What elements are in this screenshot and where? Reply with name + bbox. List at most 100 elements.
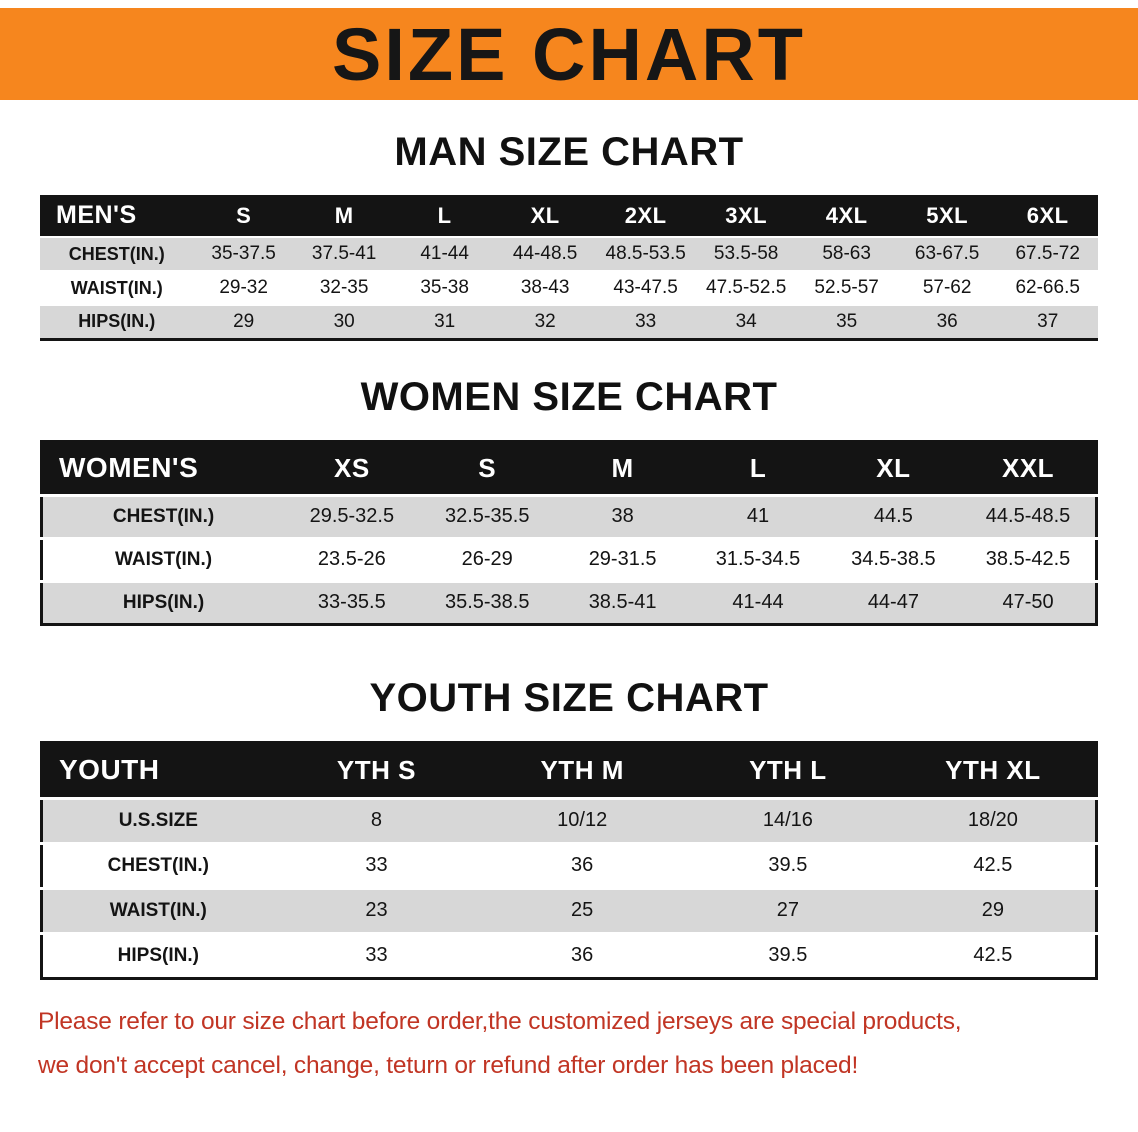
value-cell: 67.5-72 <box>997 236 1098 271</box>
value-cell: 36 <box>479 931 686 978</box>
row-label-cell: CHEST(IN.) <box>40 236 194 271</box>
value-cell: 47-50 <box>961 579 1097 624</box>
value-cell: 29-32 <box>193 270 294 305</box>
value-cell: 33 <box>595 304 696 339</box>
value-cell: 37 <box>997 304 1098 339</box>
value-cell: 35 <box>796 304 897 339</box>
size-header-cell: 2XL <box>595 195 696 237</box>
size-header-cell: YTH XL <box>890 742 1097 798</box>
size-header-cell: L <box>394 195 495 237</box>
row-label-cell: WAIST(IN.) <box>40 270 194 305</box>
value-cell: 47.5-52.5 <box>695 270 797 305</box>
value-cell: 29-31.5 <box>554 536 691 581</box>
size-chart-page: SIZE CHART MAN SIZE CHART MEN'S S M L XL 2XL 3… <box>0 8 1138 1088</box>
table-row: HIPS(IN.) 33 36 39.5 42.5 <box>41 931 1097 978</box>
value-cell: 38 <box>554 493 691 538</box>
value-cell: 30 <box>293 304 395 339</box>
banner: SIZE CHART <box>0 8 1138 100</box>
table-row: WAIST(IN.) 29-32 32-35 35-38 38-43 43-47.5 47.… <box>40 270 1098 305</box>
value-cell: 29 <box>193 304 294 339</box>
size-header-cell: YTH S <box>273 742 480 798</box>
row-label-cell: U.S.SIZE <box>41 796 274 843</box>
size-header-cell: S <box>193 195 294 237</box>
row-label-cell: CHEST(IN.) <box>41 841 274 888</box>
youth-size-table: YOUTH YTH S YTH M YTH L YTH XL U.S.SIZE 8 10/12… <box>40 740 1098 980</box>
table-row: CHEST(IN.) 35-37.5 37.5-41 41-44 44-48.5 48.5… <box>40 236 1098 271</box>
size-header-cell: 5XL <box>896 195 998 237</box>
value-cell: 29 <box>890 886 1097 933</box>
notice-line-1: Please refer to our size chart before or… <box>38 1007 962 1035</box>
size-header-cell: S <box>419 441 555 495</box>
section-youth: YOUTH SIZE CHART YOUTH YTH S YTH M YTH L YTH… <box>0 676 1138 980</box>
value-cell: 29.5-32.5 <box>284 493 420 538</box>
value-cell: 32 <box>494 304 596 339</box>
section-women: WOMEN SIZE CHART WOMEN'S XS S M L XL XXL CHEST(… <box>0 375 1138 626</box>
value-cell: 41 <box>690 493 826 538</box>
value-cell: 58-63 <box>796 236 897 271</box>
size-header-cell: XXL <box>961 441 1097 495</box>
size-header-cell: YTH M <box>479 742 686 798</box>
value-cell: 34.5-38.5 <box>825 536 962 581</box>
value-cell: 44-47 <box>825 579 962 624</box>
row-label-cell: HIPS(IN.) <box>41 931 274 978</box>
size-header-cell: 4XL <box>796 195 897 237</box>
value-cell: 27 <box>685 886 891 933</box>
table-title-cell: MEN'S <box>40 195 194 237</box>
row-label-cell: HIPS(IN.) <box>40 304 194 339</box>
row-label-cell: HIPS(IN.) <box>41 579 285 624</box>
value-cell: 31 <box>394 304 495 339</box>
value-cell: 44-48.5 <box>494 236 596 271</box>
value-cell: 41-44 <box>394 236 495 271</box>
table-row: HIPS(IN.) 29 30 31 32 33 34 35 36 37 <box>40 304 1098 339</box>
header-row: MEN'S S M L XL 2XL 3XL 4XL 5XL 6XL <box>40 195 1098 237</box>
table-row: WAIST(IN.) 23 25 27 29 <box>41 886 1097 933</box>
value-cell: 36 <box>479 841 686 888</box>
value-cell: 42.5 <box>890 931 1097 978</box>
header-row: WOMEN'S XS S M L XL XXL <box>41 441 1097 495</box>
value-cell: 62-66.5 <box>997 270 1098 305</box>
value-cell: 32-35 <box>293 270 395 305</box>
value-cell: 33-35.5 <box>284 579 420 624</box>
table-row: U.S.SIZE 8 10/12 14/16 18/20 <box>41 796 1097 843</box>
footer-notice: Please refer to our size chart before or… <box>38 1000 1100 1088</box>
value-cell: 23 <box>273 886 480 933</box>
men-section-heading: MAN SIZE CHART <box>394 130 744 174</box>
value-cell: 43-47.5 <box>595 270 696 305</box>
page-title: SIZE CHART <box>332 12 806 96</box>
value-cell: 37.5-41 <box>293 236 395 271</box>
size-header-cell: 6XL <box>997 195 1098 237</box>
value-cell: 14/16 <box>685 796 891 843</box>
value-cell: 18/20 <box>890 796 1097 843</box>
value-cell: 33 <box>273 841 480 888</box>
value-cell: 41-44 <box>690 579 826 624</box>
value-cell: 44.5-48.5 <box>961 493 1097 538</box>
table-row: CHEST(IN.) 33 36 39.5 42.5 <box>41 841 1097 888</box>
value-cell: 23.5-26 <box>284 536 420 581</box>
size-header-cell: XS <box>284 441 420 495</box>
size-header-cell: M <box>293 195 395 237</box>
value-cell: 42.5 <box>890 841 1097 888</box>
value-cell: 31.5-34.5 <box>690 536 826 581</box>
value-cell: 35.5-38.5 <box>419 579 555 624</box>
value-cell: 38.5-42.5 <box>961 536 1097 581</box>
value-cell: 38-43 <box>494 270 596 305</box>
section-men: MAN SIZE CHART MEN'S S M L XL 2XL 3XL 4XL 5XL 6XL… <box>0 130 1138 341</box>
value-cell: 35-37.5 <box>193 236 294 271</box>
size-table: MEN'S S M L XL 2XL 3XL 4XL 5XL 6XL CHEST(IN.) 35-37… <box>40 195 1098 341</box>
value-cell: 53.5-58 <box>695 236 797 271</box>
value-cell: 39.5 <box>685 931 891 978</box>
men-size-table: MEN'S S M L XL 2XL 3XL 4XL 5XL 6XL CHEST(IN.) 35-37… <box>40 195 1098 341</box>
value-cell: 34 <box>695 304 797 339</box>
size-header-cell: YTH L <box>685 742 891 798</box>
value-cell: 35-38 <box>394 270 495 305</box>
size-header-cell: XL <box>494 195 596 237</box>
value-cell: 10/12 <box>479 796 686 843</box>
value-cell: 57-62 <box>896 270 998 305</box>
value-cell: 63-67.5 <box>896 236 998 271</box>
value-cell: 48.5-53.5 <box>595 236 696 271</box>
table-row: HIPS(IN.) 33-35.5 35.5-38.5 38.5-41 41-44 44-… <box>41 579 1097 624</box>
row-label-cell: WAIST(IN.) <box>41 536 285 581</box>
size-header-cell: M <box>554 441 691 495</box>
value-cell: 25 <box>479 886 686 933</box>
value-cell: 36 <box>896 304 998 339</box>
